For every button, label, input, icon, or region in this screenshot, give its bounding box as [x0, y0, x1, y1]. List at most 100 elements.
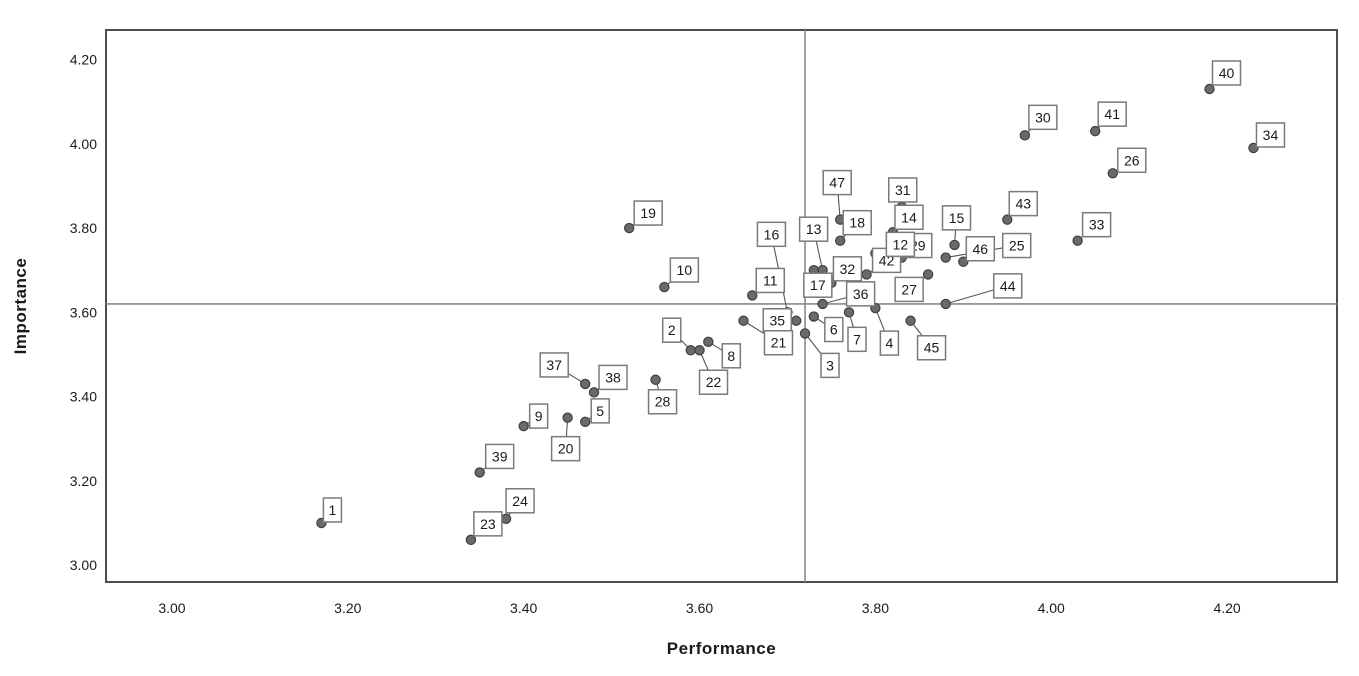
point-label-box-43 [1008, 190, 1039, 217]
point-label-box-15 [941, 205, 972, 231]
point-label-box-20 [550, 435, 581, 462]
point-label-text-1: 1 [329, 502, 337, 518]
point-label-box-36 [845, 281, 876, 307]
data-point-39 [474, 467, 485, 478]
point-label-text-8: 8 [727, 348, 735, 364]
data-point-11 [747, 290, 758, 301]
point-label-text-16: 16 [764, 226, 780, 242]
point-label-text-33: 33 [1089, 217, 1105, 233]
data-point-6 [808, 311, 820, 322]
point-label-text-31: 31 [895, 182, 911, 198]
point-label-box-10 [669, 257, 700, 283]
point-label-text-34: 34 [1263, 127, 1279, 143]
point-label-44: 44 [992, 273, 1023, 299]
point-label-6: 6 [824, 316, 844, 343]
point-label-text-12: 12 [893, 236, 909, 252]
point-label-box-39 [484, 443, 515, 470]
point-label-box-41 [1097, 101, 1127, 127]
point-label-box-8 [721, 343, 742, 369]
data-point-21 [738, 315, 749, 326]
point-label-text-9: 9 [535, 408, 543, 424]
data-point-27 [922, 269, 934, 280]
point-label-text-4: 4 [885, 335, 893, 351]
point-label-17: 17 [803, 272, 833, 298]
point-label-text-38: 38 [605, 369, 621, 385]
point-label-19: 19 [633, 200, 663, 226]
point-label-box-24 [505, 488, 535, 514]
x-tick-label-4.00: 4.00 [1038, 600, 1065, 616]
point-label-10: 10 [669, 257, 700, 283]
point-label-box-21 [763, 329, 794, 356]
point-label-text-10: 10 [677, 262, 693, 278]
point-label-box-45 [916, 334, 947, 361]
point-label-box-2 [661, 317, 682, 343]
point-label-37: 37 [539, 352, 569, 378]
point-label-26: 26 [1117, 147, 1147, 174]
data-point-30 [1019, 130, 1031, 141]
data-point-28 [650, 374, 661, 385]
point-label-text-18: 18 [849, 215, 865, 231]
point-label-box-13 [798, 216, 829, 242]
data-point-45 [905, 315, 916, 326]
point-label-box-46 [965, 236, 996, 262]
point-label-33: 33 [1081, 211, 1112, 238]
point-label-text-21: 21 [771, 335, 787, 351]
point-label-45: 45 [916, 334, 947, 361]
point-label-22: 22 [698, 369, 729, 395]
point-label-text-36: 36 [853, 286, 869, 302]
point-label-box-25 [1001, 232, 1032, 259]
point-label-46: 46 [965, 236, 996, 262]
point-label-text-47: 47 [829, 175, 845, 191]
point-label-text-6: 6 [830, 322, 838, 338]
data-point-10 [659, 281, 670, 293]
y-tick-label-3.40: 3.40 [70, 389, 97, 405]
data-point-43 [1002, 214, 1013, 225]
point-label-box-22 [698, 369, 729, 395]
x-tick-label-4.20: 4.20 [1213, 600, 1240, 616]
data-point-15 [949, 239, 960, 251]
point-label-box-38 [598, 364, 628, 391]
point-label-text-3: 3 [826, 357, 834, 373]
leader-lines-group [321, 72, 1271, 541]
point-label-14: 14 [894, 204, 924, 231]
point-label-box-30 [1028, 104, 1058, 131]
data-point-20 [562, 412, 573, 423]
x-tick-label-3.40: 3.40 [510, 600, 537, 616]
x-tick-label-3.60: 3.60 [686, 600, 713, 616]
y-tick-label-3.20: 3.20 [70, 473, 97, 489]
point-label-text-19: 19 [640, 205, 656, 221]
point-label-11: 11 [755, 267, 786, 294]
data-point-2 [685, 345, 696, 356]
point-label-box-32 [832, 256, 863, 282]
reference-lines-group [106, 30, 1337, 582]
data-point-40 [1204, 83, 1215, 95]
point-label-text-15: 15 [949, 210, 965, 226]
data-point-22 [694, 345, 705, 356]
point-label-box-14 [894, 204, 924, 231]
point-label-box-40 [1211, 60, 1242, 86]
point-label-8: 8 [721, 343, 742, 369]
y-tick-label-3.00: 3.00 [70, 557, 97, 573]
point-label-1: 1 [322, 497, 343, 523]
point-label-box-44 [992, 273, 1023, 299]
point-labels-group: 4746454443424140393837363534333231302928… [322, 60, 1286, 537]
point-label-32: 32 [832, 256, 863, 282]
point-label-text-27: 27 [901, 281, 917, 297]
point-label-text-44: 44 [1000, 278, 1016, 294]
y-axis-title: Importance [11, 258, 30, 355]
point-label-box-11 [755, 267, 786, 294]
data-point-33 [1072, 235, 1083, 246]
data-point-3 [799, 328, 811, 339]
point-label-28: 28 [647, 388, 678, 415]
point-label-box-1 [322, 497, 343, 523]
point-label-24: 24 [505, 488, 535, 514]
point-label-15: 15 [941, 205, 972, 231]
point-label-text-25: 25 [1009, 238, 1025, 254]
point-label-box-47 [822, 169, 852, 196]
point-label-text-41: 41 [1104, 106, 1120, 122]
data-point-41 [1089, 125, 1101, 137]
point-label-box-9 [528, 403, 549, 429]
data-point-44 [940, 298, 951, 310]
y-tick-label-4.20: 4.20 [70, 51, 97, 67]
